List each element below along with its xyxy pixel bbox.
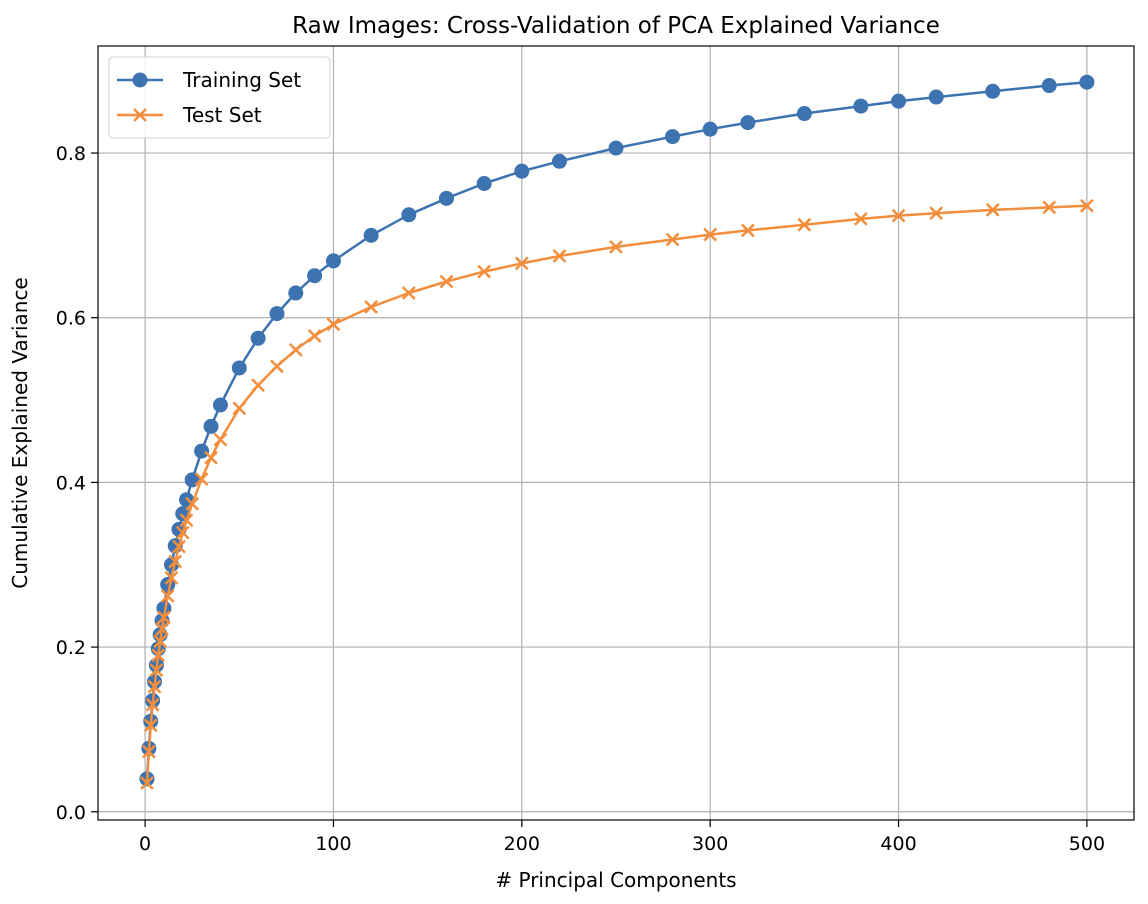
training-set-point	[514, 163, 530, 179]
test-set-point	[143, 718, 158, 733]
test-set-point	[141, 744, 156, 759]
test-set-point	[204, 450, 218, 465]
training-set-point	[740, 115, 756, 131]
training-set-point	[608, 140, 624, 156]
test-set-point	[155, 622, 169, 636]
test-set-point	[401, 286, 416, 300]
test-set-point	[514, 256, 529, 271]
x-tick-label: 500	[1069, 833, 1105, 855]
test-set-point	[665, 232, 680, 247]
training-set-point	[476, 176, 492, 192]
x-tick-label: 0	[139, 833, 151, 855]
y-tick-label: 0.2	[56, 637, 86, 659]
training-set-point	[212, 397, 228, 413]
test-set-point	[151, 648, 166, 663]
training-set-point	[401, 207, 417, 223]
test-set-point	[147, 679, 162, 694]
training-set-point	[288, 285, 304, 301]
training-set-point	[250, 330, 266, 346]
training-set-point	[891, 93, 907, 109]
test-set-point	[929, 206, 944, 221]
test-set-point	[703, 227, 718, 242]
legend: Training Set Test Set	[108, 56, 331, 139]
test-set-point	[185, 496, 200, 511]
series-layer	[139, 74, 1095, 790]
legend-label-test: Test Set	[182, 103, 262, 127]
test-set-point	[1042, 200, 1057, 215]
training-set-point	[203, 418, 219, 434]
test-set-point	[140, 776, 154, 790]
test-set-series	[140, 198, 1094, 790]
test-set-point	[251, 378, 265, 393]
training-set-point	[1041, 78, 1057, 94]
training-set-point	[796, 106, 812, 122]
plot-frame	[97, 45, 1135, 821]
y-axis-label: Cumulative Explained Variance	[8, 277, 32, 588]
test-set-point	[232, 401, 247, 416]
test-set-point	[213, 432, 228, 447]
y-tick-label: 0.0	[56, 802, 86, 824]
x-tick-label: 200	[504, 833, 540, 855]
legend-label-training: Training Set	[182, 68, 301, 92]
test-set-point	[153, 634, 168, 649]
x-axis-label: # Principal Components	[495, 868, 736, 892]
test-set-point	[1080, 198, 1094, 213]
training-set-point	[1079, 74, 1095, 90]
x-tick-label: 300	[692, 833, 728, 855]
training-set-point	[231, 360, 247, 376]
y-tick-label: 0.6	[56, 308, 86, 330]
test-set-point	[175, 525, 190, 540]
training-set-point	[985, 83, 1001, 99]
test-set-point	[172, 539, 186, 554]
axis-ticks: 0 100 200 300 400 500 0.0 0.2 0.4 0.6 0.8	[56, 143, 1105, 855]
test-set-point	[145, 697, 160, 712]
test-set-point	[985, 202, 1000, 217]
training-set-point	[928, 89, 944, 105]
test-set-point	[853, 212, 868, 226]
test-set-point	[552, 249, 567, 263]
chart-title: Raw Images: Cross-Validation of PCA Expl…	[292, 13, 940, 39]
test-set-point	[797, 217, 812, 232]
legend-test-marker	[133, 108, 147, 122]
test-set-point	[164, 571, 179, 585]
training-set-point	[702, 121, 718, 137]
training-set-point	[307, 268, 323, 284]
legend-box	[108, 56, 331, 139]
test-set-point	[194, 472, 209, 486]
training-set-point	[853, 98, 869, 114]
training-set-point	[194, 443, 210, 459]
test-set-point	[891, 208, 906, 223]
test-set-point	[270, 359, 284, 374]
test-set-point	[157, 610, 171, 625]
test-set-point	[307, 328, 322, 343]
training-set-point	[363, 227, 379, 243]
test-set-point	[160, 589, 175, 603]
legend-training-marker	[132, 72, 148, 88]
training-set-point	[438, 190, 454, 206]
test-set-point	[477, 264, 492, 279]
test-set-point	[740, 223, 755, 238]
y-tick-label: 0.4	[56, 472, 86, 494]
test-set-point	[168, 554, 183, 569]
training-set-point	[665, 129, 681, 145]
test-set-point	[364, 300, 379, 314]
test-set-point	[288, 342, 303, 357]
x-tick-label: 100	[315, 833, 351, 855]
training-set-series	[139, 74, 1095, 787]
test-set-point	[179, 513, 194, 528]
x-tick-label: 400	[880, 833, 916, 855]
test-set-point	[609, 240, 623, 254]
test-set-point	[326, 317, 341, 332]
training-set-point	[551, 153, 567, 169]
training-set-point	[325, 253, 341, 269]
training-set-point	[269, 306, 285, 322]
test-set-point	[149, 663, 164, 678]
y-tick-label: 0.8	[56, 143, 86, 165]
test-set-point	[439, 274, 454, 289]
